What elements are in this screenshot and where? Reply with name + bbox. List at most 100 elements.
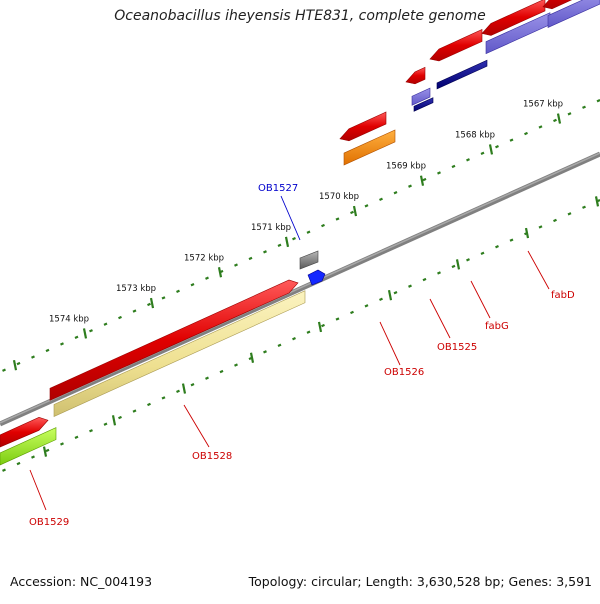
inner-ring-dot <box>306 330 311 334</box>
tick-ring-dot <box>335 217 340 221</box>
inner-ring-dot <box>31 455 35 459</box>
gene-leader-line <box>29 469 47 511</box>
tick-ring-dot <box>234 263 238 267</box>
major-tick <box>82 328 88 339</box>
tick-label: 1567 kbp <box>523 100 563 110</box>
tick-ring-dot <box>524 131 528 136</box>
gene-label[interactable]: OB1528 <box>192 451 232 462</box>
inner-ring-dot <box>60 442 64 446</box>
gene-label[interactable]: OB1529 <box>29 517 69 528</box>
inner-ring-dot <box>379 297 383 301</box>
inner-major-tick <box>111 415 117 426</box>
inner-ring-dot <box>437 271 441 275</box>
tick-ring-dot <box>16 361 21 366</box>
tick-ring-dot <box>350 210 354 215</box>
tick-label: 1572 kbp <box>184 253 224 263</box>
gene-bar-red[interactable] <box>0 416 49 448</box>
gene-bar-orange[interactable] <box>343 129 396 166</box>
inner-major-tick <box>455 259 461 270</box>
inner-ring-dot <box>408 284 412 288</box>
inner-ring-dot <box>553 218 557 223</box>
tick-ring-dot <box>422 177 427 182</box>
inner-ring-dot <box>45 448 50 453</box>
inner-ring-dot <box>16 461 21 466</box>
major-tick <box>419 175 425 186</box>
inner-ring-dot <box>466 258 470 262</box>
major-tick <box>12 359 18 371</box>
inner-ring-dot <box>350 310 354 315</box>
genome-stats-text: Topology: circular; Length: 3,630,528 bp… <box>248 574 592 589</box>
tick-label: 1568 kbp <box>455 130 495 140</box>
tick-ring-dot <box>2 368 6 372</box>
major-tick <box>284 236 290 248</box>
inner-ring-dot <box>393 291 398 295</box>
gene-bar-gray[interactable] <box>299 250 319 270</box>
gene-bar-green[interactable] <box>0 427 57 466</box>
tick-ring-dot <box>364 204 369 208</box>
tick-ring-dot <box>538 125 543 129</box>
gene-bar-purple[interactable] <box>411 87 431 106</box>
inner-ring-dot <box>176 389 180 393</box>
tick-ring-dot <box>205 276 209 280</box>
tick-label: 1570 kbp <box>319 192 359 202</box>
major-tick <box>556 113 562 124</box>
gene-bar-red[interactable] <box>542 0 600 10</box>
gene-label[interactable]: OB1527 <box>258 183 298 194</box>
gene-bar-navy[interactable] <box>436 59 488 90</box>
tick-ring-dot <box>263 250 267 254</box>
major-tick <box>149 297 155 309</box>
tick-ring-dot <box>509 138 514 142</box>
inner-ring-dot <box>118 415 122 420</box>
gene-leader-line <box>470 280 491 319</box>
tick-ring-dot <box>567 112 572 116</box>
tick-ring-dot <box>321 223 325 228</box>
inner-major-tick <box>524 227 530 239</box>
gene-bar-yellow[interactable] <box>53 290 306 417</box>
inner-ring-dot <box>234 363 238 367</box>
inner-ring-dot <box>190 383 195 387</box>
inner-ring-dot <box>89 429 93 433</box>
inner-ring-dot <box>277 343 282 347</box>
inner-ring-dot <box>422 277 427 282</box>
gene-label[interactable]: fabG <box>485 321 509 332</box>
tick-ring-dot <box>292 237 296 241</box>
gene-label[interactable]: OB1526 <box>384 367 424 378</box>
tick-ring-dot <box>451 164 456 169</box>
inner-ring-dot <box>205 376 209 380</box>
tick-ring-dot <box>60 342 64 346</box>
inner-ring-dot <box>74 435 79 440</box>
tick-ring-dot <box>437 171 441 175</box>
gene-bar-red[interactable] <box>429 29 483 62</box>
tick-ring-dot <box>553 118 557 123</box>
gene-bar-purple[interactable] <box>547 0 600 29</box>
tick-ring-dot <box>161 296 166 300</box>
tick-ring-dot <box>45 348 50 353</box>
inner-ring-dot <box>451 264 456 269</box>
tick-label: 1569 kbp <box>386 162 426 172</box>
tick-ring-dot <box>103 322 108 326</box>
gene-label[interactable]: fabD <box>551 290 575 301</box>
gene-leader-line <box>379 321 401 366</box>
gene-bar-red[interactable] <box>481 0 546 36</box>
tick-label: 1573 kbp <box>116 284 156 294</box>
genome-backbone <box>0 151 600 427</box>
tick-ring-dot <box>466 158 470 162</box>
accession-text: Accession: NC_004193 <box>10 574 153 589</box>
gene-leader-line <box>527 250 550 290</box>
gene-label[interactable]: OB1525 <box>437 342 477 353</box>
gene-bar-navy[interactable] <box>413 97 434 112</box>
gene-bar-red[interactable] <box>405 66 426 85</box>
inner-ring-dot <box>161 396 166 400</box>
gene-leader-line <box>429 298 451 339</box>
inner-ring-dot <box>364 304 369 308</box>
major-tick <box>352 205 358 217</box>
gene-arrow-blue[interactable] <box>307 269 326 286</box>
gene-bar-red[interactable] <box>339 111 387 142</box>
tick-ring-dot <box>306 230 311 234</box>
gene-bar-red[interactable] <box>49 279 299 401</box>
inner-major-tick <box>42 446 48 457</box>
tick-ring-dot <box>582 105 586 109</box>
tick-ring-dot <box>31 355 35 359</box>
